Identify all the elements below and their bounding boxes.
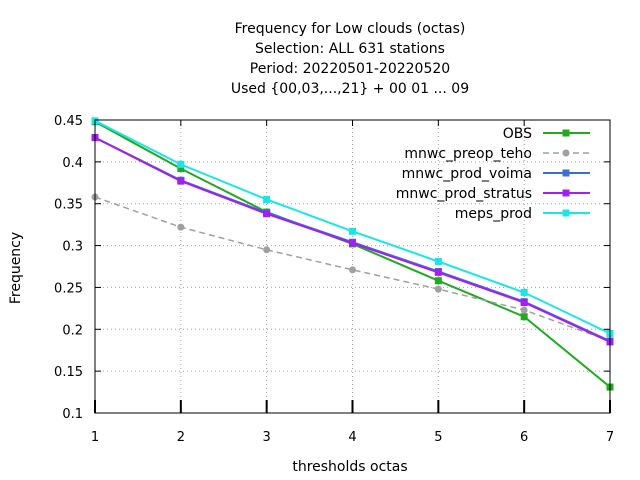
title-line: Period: 20220501-20220520 [250, 61, 450, 77]
axis-ticks: 0.1 0.15 0.2 0.25 0.3 0.35 0.4 0.45 1 2 3 4 5 6 7 [54, 114, 614, 445]
x-tick-label: 1 [91, 430, 99, 445]
data-point [434, 268, 442, 276]
series-line [94, 120, 611, 388]
data-point [177, 177, 185, 185]
y-tick-label: 0.15 [54, 365, 83, 380]
data-point [349, 239, 356, 247]
x-tick-label: 2 [177, 430, 185, 445]
y-tick-label: 0.3 [62, 240, 83, 255]
legend-item: meps_prod [455, 206, 590, 222]
data-point [263, 196, 271, 204]
legend-marker [562, 149, 570, 157]
x-axis-label: thresholds octas [292, 459, 407, 475]
y-axis-label: Frequency [8, 232, 24, 304]
data-point [520, 298, 528, 306]
chart-title: Frequency for Low clouds (octas) Selectio… [231, 21, 469, 97]
data-point [263, 246, 271, 254]
data-point [349, 227, 356, 235]
data-point [434, 285, 442, 293]
y-tick-label: 0.25 [54, 281, 83, 296]
data-point [263, 210, 271, 218]
data-point [177, 160, 185, 168]
legend-label: mnwc_prod_voima [402, 166, 532, 182]
title-line: Selection: ALL 631 stations [255, 41, 445, 57]
legend-label: mnwc_prod_stratus [396, 186, 532, 202]
data-point [434, 277, 442, 285]
legend-item: mnwc_prod_voima [402, 166, 590, 182]
legend-label: meps_prod [455, 206, 532, 222]
y-tick-label: 0.45 [54, 114, 83, 129]
x-tick-label: 3 [263, 430, 271, 445]
data-point [177, 223, 185, 231]
data-point [434, 257, 442, 265]
data-point [349, 266, 356, 274]
legend-label: mnwc_preop_teho [404, 146, 532, 162]
legend-marker [562, 129, 570, 137]
y-tick-label: 0.1 [62, 407, 83, 422]
data-point [520, 313, 528, 321]
title-line: Frequency for Low clouds (octas) [235, 21, 466, 37]
x-tick-label: 5 [434, 430, 442, 445]
x-tick-label: 4 [348, 430, 356, 445]
title-line: Used {00,03,...,21} + 00 01 ... 09 [231, 81, 469, 97]
data-point [177, 165, 185, 173]
data-point [520, 288, 528, 296]
legend-item: mnwc_preop_teho [404, 146, 590, 162]
legend-item: OBS [503, 126, 590, 142]
legend-label: OBS [503, 126, 532, 142]
y-tick-label: 0.4 [62, 156, 83, 171]
x-tick-label: 6 [520, 430, 528, 445]
legend-item: mnwc_prod_stratus [396, 186, 590, 202]
legend-marker [562, 169, 570, 177]
series-layer [91, 117, 614, 391]
y-tick-label: 0.2 [62, 323, 83, 338]
legend-marker [562, 209, 570, 217]
y-tick-label: 0.35 [54, 198, 83, 213]
legend-marker [562, 189, 570, 197]
data-point [520, 306, 528, 314]
legend: OBS mnwc_preop_teho mnwc_prod_voima mnwc_pr… [396, 126, 590, 222]
x-tick-label: 7 [606, 430, 614, 445]
